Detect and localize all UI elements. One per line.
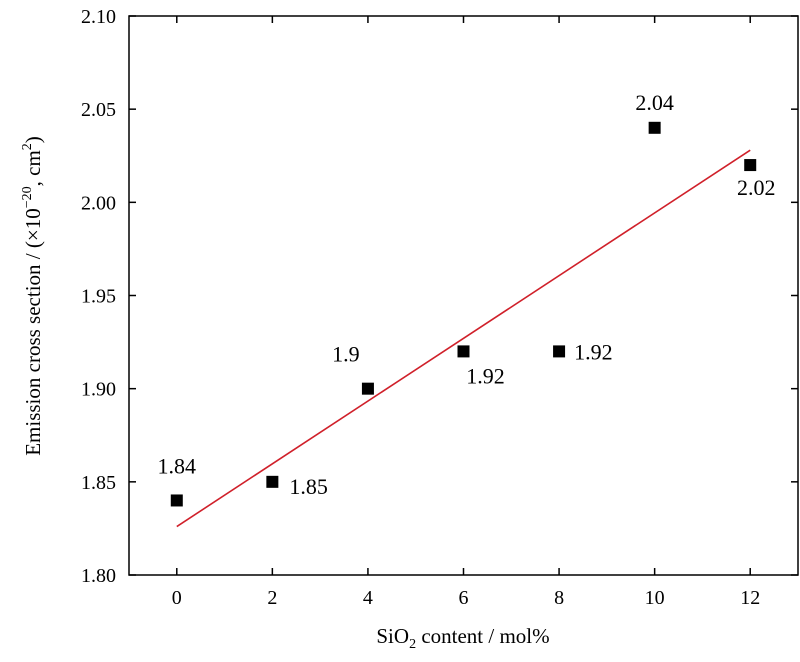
axis-ticks [129, 15, 798, 576]
x-tick-label: 12 [740, 587, 760, 609]
data-labels: 1.84 1.85 1.9 1.92 1.92 2.04 2.02 [158, 90, 776, 499]
x-tick-label: 0 [172, 587, 182, 609]
data-label: 2.02 [737, 175, 776, 200]
axis-tick-labels: 0 2 4 6 8 10 12 1.80 1.85 1.90 1.95 2.00 2.05 2.10 [81, 6, 760, 609]
data-point [553, 345, 566, 358]
y-tick-label: 2.05 [81, 99, 116, 121]
data-point [266, 475, 279, 488]
x-axis-title: SiO2 content / mol% [376, 624, 549, 652]
y-tick-label: 1.90 [81, 379, 116, 401]
data-label: 1.85 [289, 474, 328, 499]
data-label: 2.04 [635, 90, 674, 115]
data-label: 1.92 [574, 339, 613, 364]
data-label: 1.9 [332, 342, 360, 367]
data-point [361, 382, 374, 395]
data-point [744, 159, 757, 172]
data-point [457, 345, 470, 358]
x-tick-label: 4 [363, 587, 373, 609]
x-tick-label: 2 [267, 587, 277, 609]
y-tick-label: 1.95 [81, 286, 116, 308]
data-label: 1.84 [158, 453, 197, 478]
y-tick-label: 2.00 [81, 192, 116, 214]
data-point [648, 121, 661, 134]
data-markers [170, 121, 757, 507]
x-tick-label: 10 [645, 587, 665, 609]
data-point [170, 494, 183, 507]
linear-fit-line [176, 149, 751, 528]
plot-frame [128, 15, 799, 576]
x-tick-label: 8 [554, 587, 564, 609]
x-tick-label: 6 [459, 587, 469, 609]
y-tick-label: 1.80 [81, 565, 116, 587]
y-axis-title: Emission cross section / (×10−20, cm2) [20, 136, 45, 456]
y-tick-label: 1.85 [81, 472, 116, 494]
y-tick-label: 2.10 [81, 6, 116, 28]
data-label: 1.92 [466, 363, 505, 388]
